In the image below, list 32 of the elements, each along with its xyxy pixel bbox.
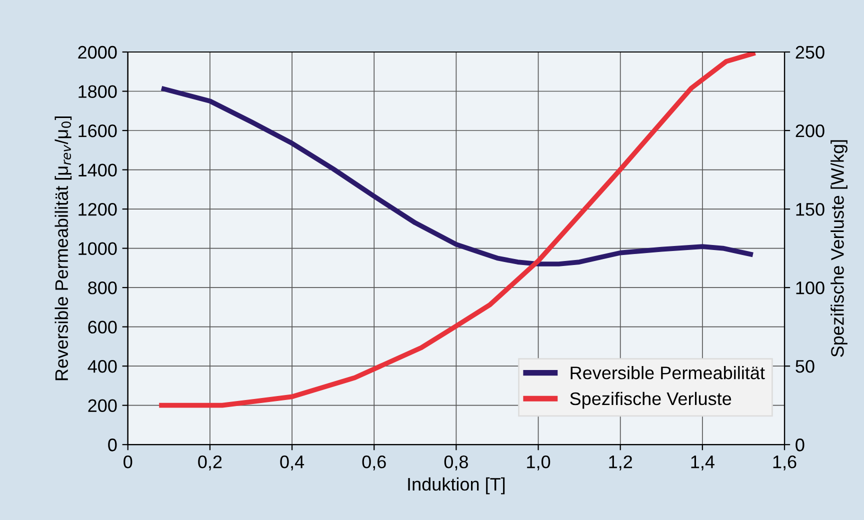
y-tick-label: 800: [88, 281, 117, 294]
y2-tick-label: 250: [796, 46, 824, 59]
y2-tick-label: 50: [796, 360, 814, 373]
y-tick-label: 1000: [78, 242, 117, 256]
y-tick-label: 400: [88, 360, 117, 373]
y-tick-label: 2000: [78, 46, 117, 59]
y-tick-label: 1800: [78, 85, 117, 98]
legend-label: Spezifische Verluste: [570, 392, 732, 409]
x-tick-label: 0,6: [362, 455, 386, 470]
x-tick-label: 1,6: [773, 455, 796, 470]
y-axis-title: Reversible Permeabilität [μ$_{rev}$/μ$_{0}$]: [54, 116, 72, 380]
x-axis-title: Induktion [T]: [408, 477, 505, 494]
y2-tick-label: 100: [796, 281, 824, 294]
legend-label: Reversible Permeabilität: [570, 366, 765, 380]
y-tick-label: 1200: [78, 202, 117, 216]
x-tick-label: 0,8: [444, 455, 468, 470]
y2-axis-title: Spezifische Verluste [W/kg]: [830, 140, 848, 357]
x-tick-label: 1,4: [691, 456, 714, 470]
x-tick-label: 1,2: [609, 455, 632, 470]
y2-tick-label: 0: [796, 438, 804, 452]
y-tick-label: 1600: [78, 124, 117, 138]
x-tick-label: 1,0: [527, 455, 550, 470]
x-tick-label: 0,4: [280, 455, 304, 470]
line-series: [159, 86, 756, 266]
y2-tick-label: 200: [796, 124, 824, 138]
y2-tick-label: 150: [796, 202, 824, 216]
x-tick-label: 0: [124, 455, 132, 468]
y-tick-label: 0: [108, 438, 117, 452]
y-tick-label: 200: [88, 399, 117, 412]
y-tick-label: 1400: [78, 164, 117, 176]
y-tick-label: 600: [88, 320, 117, 334]
x-tick-label: 0,2: [198, 455, 222, 470]
